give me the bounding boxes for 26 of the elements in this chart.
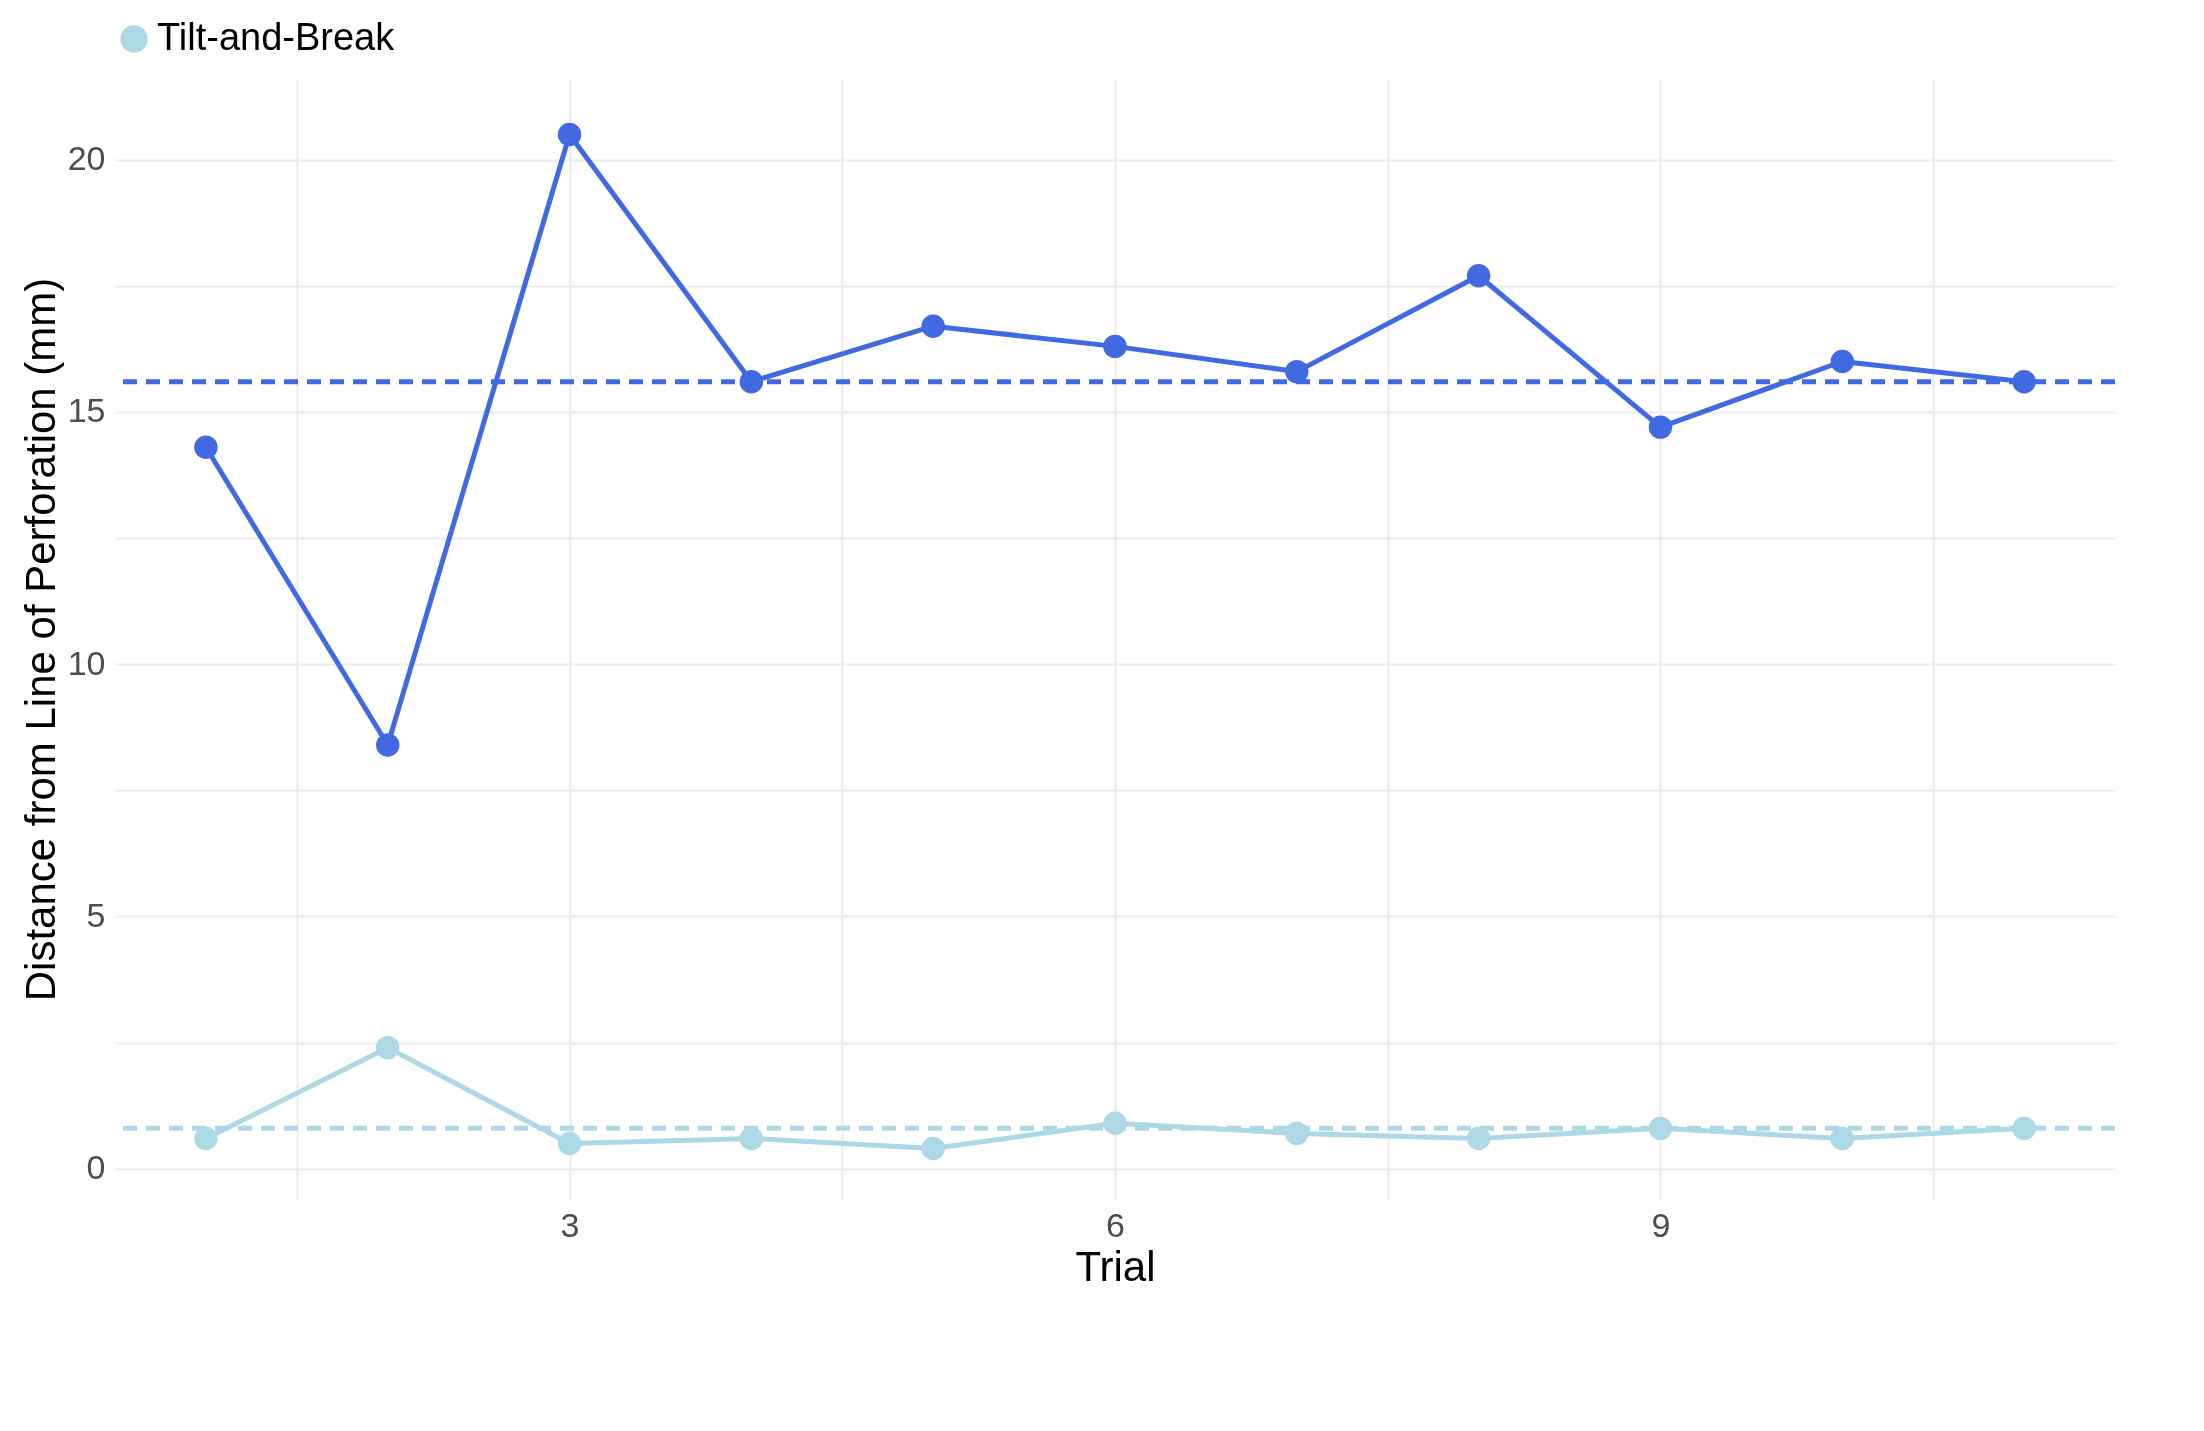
y-tick-label: 20: [67, 139, 106, 178]
point: [1103, 334, 1127, 359]
point: [194, 1126, 218, 1151]
point: [1830, 1126, 1854, 1151]
y-axis-title: Distance from Line of Perforation (mm): [16, 277, 64, 1002]
y-tick-label: 0: [86, 1148, 106, 1187]
legend-label: Tilt-and-Break: [157, 16, 396, 58]
x-tick-label: 9: [1651, 1205, 1671, 1244]
x-tick-label: 3: [560, 1205, 580, 1244]
point: [1466, 1126, 1491, 1151]
x-axis-title: Trial: [1075, 1242, 1156, 1290]
point: [376, 1035, 400, 1060]
point: [376, 733, 400, 757]
point: [1466, 264, 1491, 288]
y-tick-label: 15: [67, 391, 106, 430]
point: [557, 1131, 582, 1156]
y-tick-label: 10: [67, 643, 106, 682]
point: [1285, 359, 1309, 384]
point: [921, 314, 945, 338]
point: [194, 435, 218, 459]
point: [557, 122, 582, 147]
x-tick-label: 6: [1106, 1205, 1125, 1244]
point: [1830, 349, 1854, 374]
y-tick-label: 5: [86, 895, 106, 934]
point: [1648, 415, 1673, 439]
point: [921, 1136, 945, 1161]
